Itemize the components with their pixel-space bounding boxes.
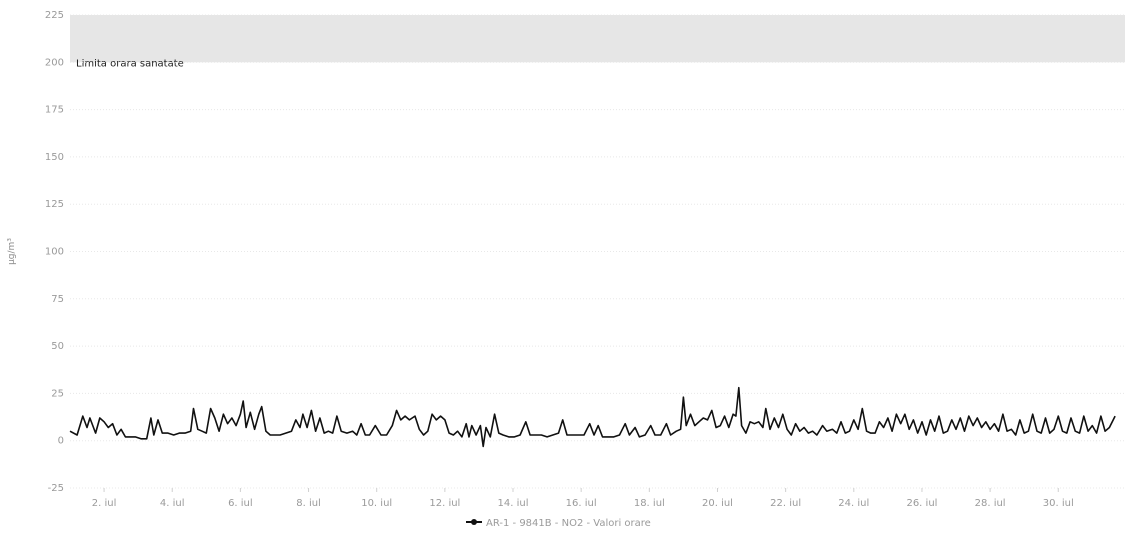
x-axis: 2. iul 4. iul 6. iul 8. iul 10. iul 12. iul 14… <box>92 488 1074 509</box>
gridlines <box>70 14 1125 489</box>
health-limit-band-area <box>70 15 1125 63</box>
y-tick-label: 0 <box>58 436 64 447</box>
y-axis-label: µg/m³ <box>7 238 17 265</box>
y-tick-label: 125 <box>45 199 64 210</box>
x-tick-label: 22. iul <box>770 498 801 509</box>
x-tick-label: 4. iul <box>160 498 185 509</box>
x-tick-label: 2. iul <box>92 498 117 509</box>
x-tick-label: 20. iul <box>702 498 733 509</box>
y-tick-label: 75 <box>51 294 64 305</box>
y-axis: µg/m³ -25 0 25 50 75 100 125 150 175 200 225 <box>7 10 64 494</box>
x-tick-label: 28. iul <box>975 498 1006 509</box>
y-tick-label: 100 <box>45 247 64 258</box>
y-tick-label: 225 <box>45 10 64 21</box>
legend[interactable]: AR-1 - 9841B - NO2 - Valori orare <box>466 518 651 529</box>
health-limit-label: Limita orara sanatate <box>76 58 184 69</box>
x-tick-label: 30. iul <box>1043 498 1074 509</box>
x-tick-label: 8. iul <box>296 498 321 509</box>
x-tick-label: 26. iul <box>906 498 937 509</box>
y-tick-label: 175 <box>45 105 64 116</box>
series-layer <box>69 386 1116 448</box>
y-tick-label: 200 <box>45 57 64 68</box>
legend-series-marker-icon <box>471 519 477 525</box>
series-line[interactable] <box>69 386 1116 448</box>
y-tick-label: -25 <box>48 483 64 494</box>
legend-series-label[interactable]: AR-1 - 9841B - NO2 - Valori orare <box>486 518 651 529</box>
x-tick-label: 16. iul <box>566 498 597 509</box>
x-tick-label: 24. iul <box>838 498 869 509</box>
y-tick-label: 25 <box>51 388 64 399</box>
x-tick-label: 14. iul <box>498 498 529 509</box>
x-tick-label: 6. iul <box>228 498 253 509</box>
x-tick-label: 10. iul <box>361 498 392 509</box>
x-tick-label: 18. iul <box>634 498 665 509</box>
y-tick-label: 150 <box>45 152 64 163</box>
health-limit-band: Limita orara sanatate <box>70 15 1125 69</box>
x-tick-label: 12. iul <box>429 498 460 509</box>
y-tick-label: 50 <box>51 341 64 352</box>
